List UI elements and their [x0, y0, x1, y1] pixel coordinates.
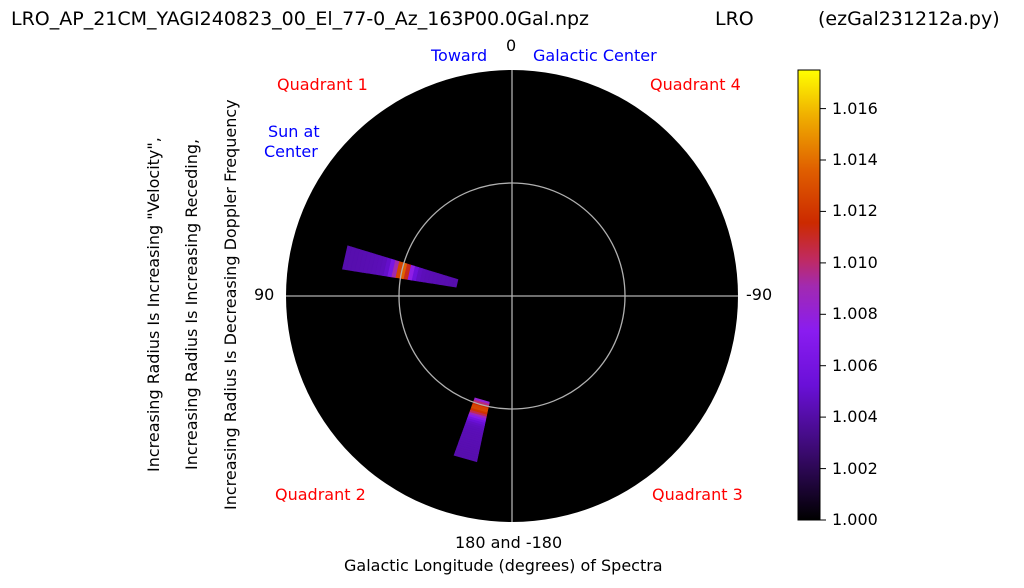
- wedge-2-cell: [453, 452, 478, 463]
- colorbar: [797, 69, 821, 521]
- annotation-sun-line1: Sun at: [268, 122, 320, 141]
- annotation-quadrant-4: Quadrant 4: [650, 75, 741, 94]
- annotation-quadrant-3: Quadrant 3: [652, 485, 743, 504]
- annotation-toward: Toward: [431, 46, 488, 65]
- angle-label-right: -90: [746, 285, 773, 304]
- colorbar-tick-label: 1.012: [832, 201, 878, 221]
- xlabel: Galactic Longitude (degrees) of Spectra: [344, 556, 663, 575]
- program-label: (ezGal231212a.py): [818, 8, 1000, 30]
- colorbar-tick-label: 1.008: [832, 304, 878, 324]
- colorbar-ticks: [820, 108, 826, 521]
- angle-label-top: 0: [506, 36, 517, 55]
- annotation-sun-line2: Center: [264, 142, 318, 161]
- colorbar-tick-label: 1.010: [832, 252, 878, 272]
- angle-label-bottom: 180 and -180: [455, 533, 563, 552]
- chart-filename: LRO_AP_21CM_YAGI240823_00_El_77-0_Az_163…: [11, 8, 590, 30]
- annotation-quadrant-1: Quadrant 1: [277, 75, 368, 94]
- station-label: LRO: [715, 8, 754, 30]
- colorbar-tick-label: 1.006: [832, 355, 878, 375]
- colorbar-tick-label: 1.000: [832, 510, 878, 529]
- data-wedges: [342, 245, 490, 463]
- colorbar-tick-label: 1.002: [832, 458, 878, 478]
- angle-label-left: 90: [254, 285, 275, 304]
- annotation-galactic-center: Galactic Center: [533, 46, 657, 65]
- annotation-quadrant-2: Quadrant 2: [275, 485, 366, 504]
- colorbar-tick-label: 1.014: [832, 150, 878, 169]
- colorbar-tick-label: 1.004: [832, 407, 878, 427]
- wedge-1-cell: [342, 245, 353, 271]
- colorbar-tick-label: 1.016: [832, 98, 878, 118]
